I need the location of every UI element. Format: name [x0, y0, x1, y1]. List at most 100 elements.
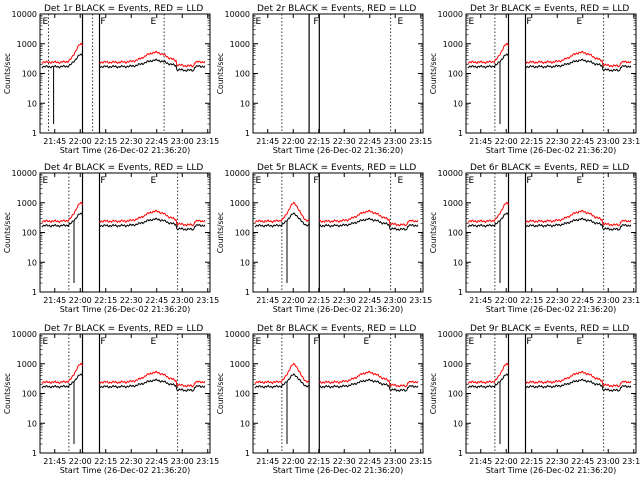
series-line-events [467, 212, 632, 283]
y-axis-label: Counts/sec [216, 373, 225, 414]
panel-det-2: Det 2r BLACK = Events, RED = LLD 1 10 100 10… [216, 4, 432, 155]
y-tick-label: 1 [458, 288, 463, 297]
x-tick-label: 22:15 [94, 296, 117, 305]
panel-title: Det 9r BLACK = Events, RED = LLD [470, 324, 629, 334]
x-tick-label: 22:00 [495, 457, 518, 466]
x-tick-label: 22:30 [120, 137, 143, 146]
panel-det-7: Det 7r BLACK = Events, RED = LLD 1 10 100 10… [3, 324, 219, 475]
y-axis-label: Counts/sec [3, 212, 12, 253]
y-tick-label: 1000 [230, 199, 250, 208]
x-tick-label: 22:00 [282, 137, 305, 146]
y-tick-label: 10 [240, 99, 250, 108]
x-tick-label: 23:15 [409, 457, 432, 466]
y-tick-label: 1000 [443, 40, 463, 49]
event-marker-label: E [43, 17, 49, 27]
series-line-lld [41, 42, 206, 68]
event-marker-label: E [469, 176, 475, 186]
x-axis-label: Start Time (26-Dec-02 21:36:20) [273, 466, 404, 475]
y-tick-label: 10 [453, 99, 463, 108]
plot-frame [252, 172, 424, 293]
series-line-lld [254, 201, 419, 227]
event-marker-label: E [151, 17, 157, 27]
panel-title: Det 1r BLACK = Events, RED = LLD [44, 4, 203, 14]
x-tick-label: 22:00 [495, 137, 518, 146]
x-tick-label: 21:45 [256, 296, 279, 305]
y-tick-label: 10000 [12, 169, 37, 178]
x-tick-label: 22:30 [333, 137, 356, 146]
x-tick-label: 23:15 [622, 457, 640, 466]
x-tick-label: 22:45 [571, 137, 594, 146]
y-axis-label: Counts/sec [429, 212, 438, 253]
x-tick-label: 22:30 [120, 296, 143, 305]
y-tick-label: 1 [32, 129, 37, 138]
y-tick-label: 1 [245, 129, 250, 138]
x-axis-label: Start Time (26-Dec-02 21:36:20) [273, 305, 404, 314]
x-tick-label: 22:15 [94, 457, 117, 466]
x-tick-label: 23:00 [171, 296, 194, 305]
x-tick-label: 23:15 [196, 457, 219, 466]
panel-det-9: Det 9r BLACK = Events, RED = LLD 1 10 100 10… [429, 324, 640, 475]
x-tick-label: 23:00 [384, 457, 407, 466]
y-tick-label: 1 [32, 449, 37, 458]
x-tick-label: 22:45 [571, 296, 594, 305]
event-marker-label: E [151, 337, 157, 347]
x-tick-label: 22:00 [495, 296, 518, 305]
x-tick-label: 21:45 [43, 457, 66, 466]
x-axis-label: Start Time (26-Dec-02 21:36:20) [60, 305, 191, 314]
x-tick-label: 22:15 [94, 137, 117, 146]
y-tick-label: 1000 [443, 199, 463, 208]
x-tick-label: 22:45 [358, 457, 381, 466]
x-tick-label: 23:00 [171, 457, 194, 466]
plot-frame [39, 13, 211, 134]
plot-frame [465, 172, 637, 293]
event-marker-label: F [313, 17, 318, 27]
x-tick-label: 22:30 [120, 457, 143, 466]
panel-title: Det 5r BLACK = Events, RED = LLD [257, 163, 416, 173]
y-tick-label: 1000 [17, 199, 37, 208]
y-tick-label: 10000 [225, 169, 250, 178]
y-tick-label: 1000 [17, 40, 37, 49]
x-tick-label: 22:30 [333, 457, 356, 466]
y-tick-label: 100 [22, 70, 37, 79]
x-tick-label: 22:45 [145, 137, 168, 146]
panel-det-8: Det 8r BLACK = Events, RED = LLD 1 10 100 10… [216, 324, 432, 475]
x-tick-label: 21:45 [43, 296, 66, 305]
y-tick-label: 100 [448, 70, 463, 79]
event-marker-label: E [151, 176, 157, 186]
x-tick-label: 22:15 [520, 457, 543, 466]
x-tick-label: 22:30 [546, 296, 569, 305]
series-line-events [254, 212, 419, 283]
y-tick-label: 10000 [12, 330, 37, 339]
series-line-lld [467, 42, 632, 68]
y-tick-label: 100 [448, 229, 463, 238]
x-tick-label: 22:15 [307, 137, 330, 146]
x-tick-label: 23:00 [384, 296, 407, 305]
x-tick-label: 21:45 [256, 137, 279, 146]
y-tick-label: 1 [245, 288, 250, 297]
y-axis-label: Counts/sec [429, 53, 438, 94]
y-tick-label: 100 [235, 390, 250, 399]
y-tick-label: 10000 [438, 330, 463, 339]
plot-frame [39, 333, 211, 454]
y-tick-label: 100 [22, 229, 37, 238]
event-marker-label: F [526, 17, 531, 27]
x-tick-label: 22:30 [546, 457, 569, 466]
x-tick-label: 23:00 [384, 137, 407, 146]
event-marker-label: E [256, 176, 262, 186]
panel-title: Det 4r BLACK = Events, RED = LLD [44, 163, 203, 173]
event-marker-label: E [256, 17, 262, 27]
series-line-lld [467, 362, 632, 388]
event-marker-label: F [100, 17, 105, 27]
y-tick-label: 10000 [12, 10, 37, 19]
y-tick-label: 1 [245, 449, 250, 458]
panel-title: Det 2r BLACK = Events, RED = LLD [257, 4, 416, 14]
x-tick-label: 23:15 [409, 296, 432, 305]
event-marker-label: F [313, 176, 318, 186]
event-marker-label: F [313, 337, 318, 347]
x-tick-label: 22:15 [307, 296, 330, 305]
x-tick-label: 22:30 [546, 137, 569, 146]
plot-frame [465, 13, 637, 134]
x-tick-label: 22:00 [69, 296, 92, 305]
series-line-events [467, 53, 632, 124]
